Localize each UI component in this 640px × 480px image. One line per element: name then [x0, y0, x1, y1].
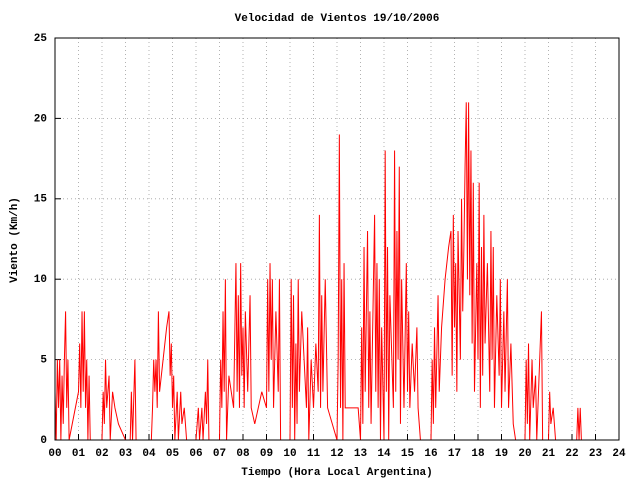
x-tick-label: 04: [142, 448, 156, 460]
data-line: [54, 102, 582, 441]
x-tick-label: 21: [542, 448, 556, 460]
x-tick-label: 00: [48, 448, 61, 460]
x-tick-label: 19: [495, 448, 508, 460]
x-tick-label: 17: [448, 448, 461, 460]
x-tick-label: 14: [377, 448, 391, 460]
x-tick-label: 05: [166, 448, 180, 460]
y-tick-label: 15: [34, 194, 48, 206]
y-axis-label: Viento (Km/h): [9, 197, 21, 283]
x-tick-label: 16: [424, 448, 437, 460]
x-axis-label: Tiempo (Hora Local Argentina): [241, 467, 432, 479]
x-tick-label: 01: [72, 448, 86, 460]
y-tick-label: 25: [34, 33, 48, 45]
x-tick-label: 08: [236, 448, 250, 460]
chart-title: Velocidad de Vientos 19/10/2006: [235, 13, 440, 25]
x-tick-label: 18: [471, 448, 485, 460]
plot-border: [54, 37, 620, 441]
y-tick-label: 5: [40, 355, 47, 367]
x-tick-label: 02: [95, 448, 108, 460]
x-tick-label: 24: [612, 448, 626, 460]
x-tick-label: 22: [565, 448, 578, 460]
x-tick-label: 06: [189, 448, 202, 460]
x-tick-label: 11: [307, 448, 321, 460]
x-tick-label: 10: [283, 448, 296, 460]
x-tick-label: 20: [518, 448, 531, 460]
x-tick-label: 03: [119, 448, 133, 460]
x-tick-label: 23: [589, 448, 603, 460]
x-tick-label: 09: [260, 448, 273, 460]
x-tick-label: 13: [354, 448, 368, 460]
x-tick-label: 07: [213, 448, 226, 460]
x-tick-label: 15: [401, 448, 415, 460]
y-tick-label: 20: [34, 113, 47, 125]
x-tick-label: 12: [330, 448, 343, 460]
y-tick-label: 0: [40, 435, 47, 447]
y-tick-label: 10: [34, 274, 47, 286]
